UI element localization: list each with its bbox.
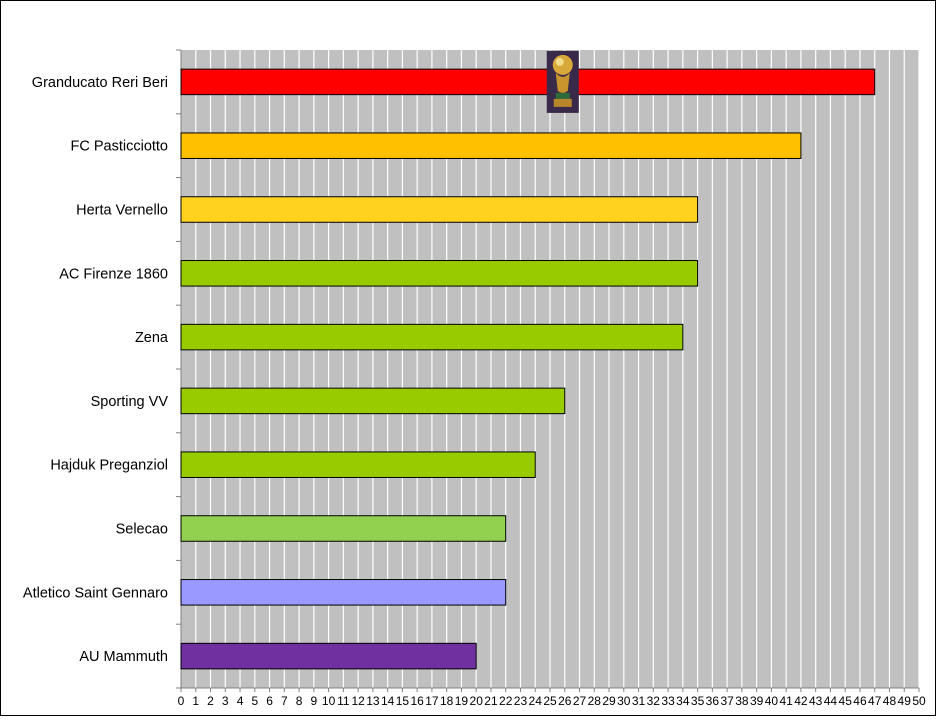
category-label: Sporting VV	[91, 394, 169, 410]
x-tick-label: 9	[310, 694, 317, 708]
bar	[180, 515, 507, 542]
category-label: Zena	[135, 330, 169, 346]
x-tick-label: 6	[266, 694, 273, 708]
x-tick-label: 22	[499, 694, 513, 708]
x-tick-label: 36	[706, 694, 720, 708]
category-label: AC Firenze 1860	[59, 266, 168, 282]
x-tick-label: 38	[735, 694, 749, 708]
x-tick-label: 13	[366, 694, 380, 708]
bar	[180, 451, 536, 478]
bar	[180, 579, 507, 606]
x-tick-label: 34	[676, 694, 690, 708]
x-tick-label: 31	[632, 694, 646, 708]
x-tick-label: 41	[779, 694, 793, 708]
x-tick-label: 35	[691, 694, 705, 708]
x-tick-label: 37	[720, 694, 734, 708]
x-tick-label: 17	[425, 694, 439, 708]
trophy-base	[553, 98, 572, 107]
x-tick-label: 25	[543, 694, 557, 708]
x-tick-label: 5	[251, 694, 258, 708]
x-tick-label: 50	[912, 694, 926, 708]
x-tick-label: 16	[410, 694, 424, 708]
trophy-icon	[546, 50, 579, 113]
bar	[180, 132, 802, 159]
x-tick-label: 47	[868, 694, 882, 708]
x-tick-label: 20	[470, 694, 484, 708]
x-tick-label: 10	[322, 694, 336, 708]
category-label: Selecao	[116, 522, 168, 538]
x-tick-label: 18	[440, 694, 454, 708]
x-tick-label: 30	[617, 694, 631, 708]
x-tick-label: 49	[898, 694, 912, 708]
trophy-globe	[552, 54, 573, 75]
x-tick-label: 14	[381, 694, 395, 708]
bar	[180, 387, 566, 415]
x-tick-label: 27	[573, 694, 587, 708]
category-label: FC Pasticciotto	[71, 139, 169, 155]
x-tick-label: 45	[839, 694, 853, 708]
category-label: Hajduk Preganziol	[50, 458, 168, 474]
x-tick-label: 46	[853, 694, 867, 708]
x-tick-label: 40	[765, 694, 779, 708]
x-tick-label: 42	[794, 694, 808, 708]
category-label: Granducato Reri Beri	[32, 75, 168, 91]
x-tick-label: 21	[484, 694, 498, 708]
trophy-body	[555, 72, 570, 93]
bar	[180, 323, 684, 351]
bar	[180, 260, 699, 287]
category-label: Herta Vernello	[76, 203, 168, 219]
x-tick-label: 12	[351, 694, 365, 708]
x-tick-label: 43	[809, 694, 823, 708]
x-tick-label: 2	[207, 694, 214, 708]
x-tick-label: 1	[192, 694, 199, 708]
category-label: AU Mammuth	[79, 649, 168, 665]
x-tick-label: 44	[824, 694, 838, 708]
x-tick-label: 15	[396, 694, 410, 708]
bar	[180, 196, 699, 223]
x-tick-label: 7	[281, 694, 288, 708]
x-tick-label: 3	[222, 694, 229, 708]
x-tick-label: 39	[750, 694, 764, 708]
bar	[180, 68, 876, 96]
x-tick-label: 4	[237, 694, 244, 708]
x-tick-label: 33	[661, 694, 675, 708]
x-tick-label: 23	[514, 694, 528, 708]
x-tick-label: 8	[296, 694, 303, 708]
x-tick-label: 26	[558, 694, 572, 708]
x-tick-label: 29	[602, 694, 616, 708]
x-tick-label: 0	[178, 694, 185, 708]
x-tick-label: 19	[455, 694, 469, 708]
x-tick-label: 48	[883, 694, 897, 708]
bar	[180, 642, 477, 670]
x-tick-label: 32	[647, 694, 661, 708]
x-tick-label: 11	[337, 694, 350, 708]
category-label: Atletico Saint Gennaro	[23, 585, 168, 601]
x-tick-label: 28	[588, 694, 602, 708]
trophy-highlight	[555, 57, 564, 66]
trophy-base-ring	[555, 92, 570, 99]
x-tick-label: 24	[529, 694, 543, 708]
